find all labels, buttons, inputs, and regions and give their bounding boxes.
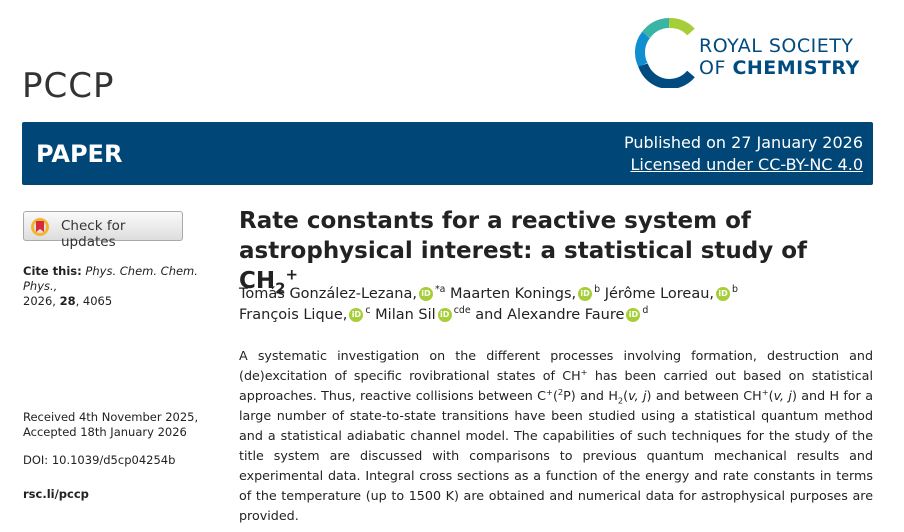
abstract-sub: 2: [617, 395, 624, 406]
doi: DOI: 10.1039/d5cp04254b: [23, 453, 176, 467]
author-name: Maarten Konings,: [450, 286, 577, 302]
author-name: Jérôme Loreau,: [604, 286, 715, 302]
abstract-sup: 2: [557, 386, 564, 397]
cite-year: 2026,: [23, 294, 56, 308]
orcid-icon[interactable]: iD: [626, 308, 641, 322]
title-superscript: +: [285, 265, 299, 284]
banner-info: Published on 27 January 2026 Licensed un…: [624, 132, 863, 176]
accepted: Accepted 18th January 2026: [23, 425, 187, 439]
rsc-logo: [635, 18, 695, 88]
abstract-text: ) and H for a large number of state-to-s…: [239, 388, 874, 523]
publisher-line: ROYAL SOCIETY: [699, 35, 854, 57]
abstract-text: P) and H: [563, 388, 618, 403]
publisher-of: OF: [699, 57, 726, 79]
abstract-text: (: [768, 388, 774, 403]
author-name: Alexandre Faure: [507, 307, 625, 323]
article-title: Rate constants for a reactive system of …: [239, 206, 869, 296]
title-text: Rate constants for a reactive system of …: [239, 208, 808, 294]
citation: Cite this: Phys. Chem. Chem. Phys., 2026…: [23, 264, 198, 308]
abstract-italic: v, j: [773, 388, 792, 403]
title-subscript: 2: [275, 279, 286, 298]
publisher-chemistry: CHEMISTRY: [732, 57, 860, 79]
abstract-text: has been carried out based on statistica…: [239, 368, 873, 403]
publisher-name: ROYAL SOCIETY OF CHEMISTRY: [699, 35, 860, 79]
author-conjunction: and: [475, 307, 503, 323]
journal-name: PCCP: [22, 66, 115, 106]
author-affiliation: d: [642, 305, 649, 317]
author-affiliation: *a: [434, 284, 446, 296]
abstract-text: (: [623, 388, 629, 403]
orcid-icon[interactable]: iD: [349, 308, 364, 322]
cite-page: 4065: [82, 294, 113, 308]
abstract-text: A systematic investigation on the differ…: [239, 348, 873, 383]
abstract-sup: +: [580, 366, 588, 377]
abstract-italic: v, j: [628, 388, 647, 403]
author-affiliation: b: [594, 284, 601, 296]
article-type: PAPER: [36, 140, 123, 168]
received: Received 4th November 2025,: [23, 410, 199, 424]
abstract-text: (: [552, 388, 558, 403]
author-name: Tomás González-Lezana,: [239, 286, 417, 302]
author-affiliation: c: [365, 305, 371, 317]
authors: Tomás González-Lezana, iD *a Maarten Konin…: [239, 284, 759, 326]
abstract-text: ) and between CH: [646, 388, 762, 403]
author-affiliation: b: [732, 284, 739, 296]
check-updates-icon: [31, 218, 49, 236]
cite-journal: Phys. Chem. Chem. Phys.,: [23, 264, 198, 293]
orcid-icon[interactable]: iD: [437, 308, 452, 322]
check-updates-label: Check for updates: [61, 218, 126, 250]
author-affiliation: cde: [453, 305, 471, 317]
orcid-icon[interactable]: iD: [418, 287, 433, 301]
check-updates-button[interactable]: Check for updates: [23, 211, 183, 250]
license-link[interactable]: Licensed under CC-BY-NC 4.0: [630, 155, 863, 174]
cite-volume: 28: [59, 294, 76, 308]
banner: PAPER Published on 27 January 2026 Licen…: [22, 122, 873, 185]
author-name: Milan Sil: [375, 307, 436, 323]
abstract-sup: +: [546, 386, 553, 397]
abstract-sup: +: [761, 386, 769, 397]
abstract: A systematic investigation on the differ…: [239, 346, 873, 526]
journal-url[interactable]: rsc.li/pccp: [23, 487, 89, 501]
orcid-icon[interactable]: iD: [578, 287, 593, 301]
publisher-line: OF CHEMISTRY: [699, 57, 860, 79]
orcid-icon[interactable]: iD: [716, 287, 731, 301]
dates: Received 4th November 2025, Accepted 18t…: [23, 410, 198, 440]
author-name: François Lique,: [239, 307, 348, 323]
cite-label: Cite this:: [23, 264, 82, 278]
published-date: Published on 27 January 2026: [623, 133, 863, 152]
